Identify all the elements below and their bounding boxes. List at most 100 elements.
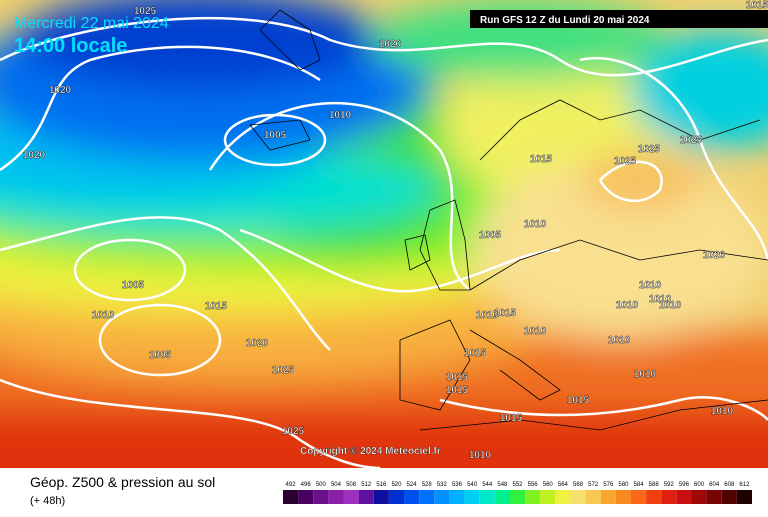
- legend-label: 580: [618, 482, 629, 488]
- legend-swatch: [600, 490, 616, 504]
- isobar-label: 1005: [149, 350, 172, 361]
- legend-swatch: [736, 490, 752, 504]
- caption-lead: (+ 48h): [30, 495, 65, 507]
- legend-swatch: [676, 490, 692, 504]
- legend-label: 496: [301, 482, 312, 488]
- legend-swatch: [691, 490, 707, 504]
- run-info: Run GFS 12 Z du Lundi 20 mai 2024: [480, 15, 650, 26]
- isobar-label: 1015: [746, 0, 768, 11]
- isobar-label: 1010: [711, 406, 734, 417]
- legend-swatch: [646, 490, 662, 504]
- isobar-label: 1015: [205, 301, 228, 312]
- legend-label: 576: [603, 482, 614, 488]
- isobar-label: 1015: [446, 372, 469, 383]
- legend-swatch: [419, 490, 435, 504]
- isobar-label: 1020: [49, 85, 72, 96]
- isobar-label: 1025: [614, 156, 637, 167]
- legend-label: 532: [437, 482, 448, 488]
- isobar-label: 1010: [659, 300, 682, 311]
- isobar-label: 1025: [638, 144, 661, 155]
- isobar-label: 1010: [524, 326, 547, 337]
- isobar-label: 1010: [634, 369, 657, 380]
- isobar-label: 1005: [264, 130, 287, 141]
- legend-swatch: [630, 490, 647, 504]
- legend-label: 588: [649, 482, 660, 488]
- caption-title: Géop. Z500 & pression au sol: [30, 474, 215, 490]
- legend-label: 516: [376, 482, 387, 488]
- legend-label: 568: [573, 482, 584, 488]
- legend-swatch: [404, 490, 420, 504]
- legend-label: 508: [346, 482, 357, 488]
- isobar-label: 1015: [446, 385, 469, 396]
- legend-swatch: [373, 490, 389, 504]
- isobar-label: 1015: [530, 154, 553, 165]
- legend-swatch: [661, 490, 677, 504]
- isobar-label: 1025: [134, 6, 157, 17]
- legend-label: 556: [528, 482, 539, 488]
- legend-swatch: [298, 490, 314, 504]
- run-box: [470, 10, 768, 28]
- legend-label: 520: [391, 482, 402, 488]
- copyright: Copyright © 2024 Meteociel.fr: [300, 446, 441, 457]
- isobar-label: 1005: [479, 230, 502, 241]
- legend-label: 560: [543, 482, 554, 488]
- legend-swatch: [358, 490, 374, 504]
- isobar-label: 1020: [379, 39, 402, 50]
- isobar-label: 1015: [494, 308, 517, 319]
- legend-label: 504: [331, 482, 342, 488]
- legend-label: 544: [482, 482, 493, 488]
- legend-label: 608: [724, 482, 735, 488]
- legend-label: 564: [558, 482, 569, 488]
- legend-swatch: [328, 490, 344, 504]
- legend-swatch: [313, 490, 329, 504]
- legend-label: 536: [452, 482, 463, 488]
- legend-label: 596: [679, 482, 690, 488]
- legend-label: 540: [467, 482, 478, 488]
- isobar-label: 1010: [524, 219, 547, 230]
- legend-label: 612: [739, 482, 750, 488]
- isobar-label: 1020: [23, 150, 46, 161]
- legend-swatch: [615, 490, 631, 504]
- legend-swatch: [706, 490, 722, 504]
- legend-swatch: [721, 490, 737, 504]
- legend-label: 528: [422, 482, 433, 488]
- legend-swatch: [509, 490, 526, 504]
- legend-label: 584: [634, 482, 645, 488]
- isobar-label: 1010: [616, 300, 639, 311]
- legend-swatch: [555, 490, 571, 504]
- legend-label: 548: [497, 482, 508, 488]
- legend-swatch: [283, 490, 299, 504]
- isobar-label: 1015: [464, 348, 487, 359]
- isobars: [0, 16, 768, 468]
- isobar-label: 1010: [469, 450, 492, 461]
- legend-swatch: [585, 490, 601, 504]
- legend-swatch: [494, 490, 510, 504]
- isobar-label: 1025: [680, 135, 703, 146]
- legend-swatch: [479, 490, 495, 504]
- isobar-label: 1010: [476, 310, 499, 321]
- isobar-label: 1010: [649, 294, 672, 305]
- legend-label: 524: [407, 482, 418, 488]
- isobar-label: 1015: [567, 395, 590, 406]
- legend-swatch: [434, 490, 450, 504]
- legend-label: 592: [664, 482, 675, 488]
- isobar-label: 1015: [500, 413, 523, 424]
- legend-swatch: [540, 490, 556, 504]
- isobar-label: 1010: [329, 110, 352, 121]
- legend-label: 500: [316, 482, 327, 488]
- isobar-label: 1005: [122, 280, 145, 291]
- date: Mercredi 22 mai 2024: [14, 15, 169, 32]
- legend-label: 604: [709, 482, 720, 488]
- isobar-label: 1010: [92, 310, 115, 321]
- coastlines: [249, 9, 768, 431]
- legend-swatch: [388, 490, 405, 504]
- legend-label: 512: [361, 482, 372, 488]
- legend: 492 496 500 504 508 512 516 520 524 528 532 536 540 5…: [283, 482, 752, 504]
- time: 14:00 locale: [14, 35, 127, 57]
- isobar-label: 1025: [282, 426, 305, 437]
- isobar-label: 1020: [703, 250, 726, 261]
- legend-label: 572: [588, 482, 599, 488]
- legend-label: 600: [694, 482, 705, 488]
- legend-label: 552: [512, 482, 523, 488]
